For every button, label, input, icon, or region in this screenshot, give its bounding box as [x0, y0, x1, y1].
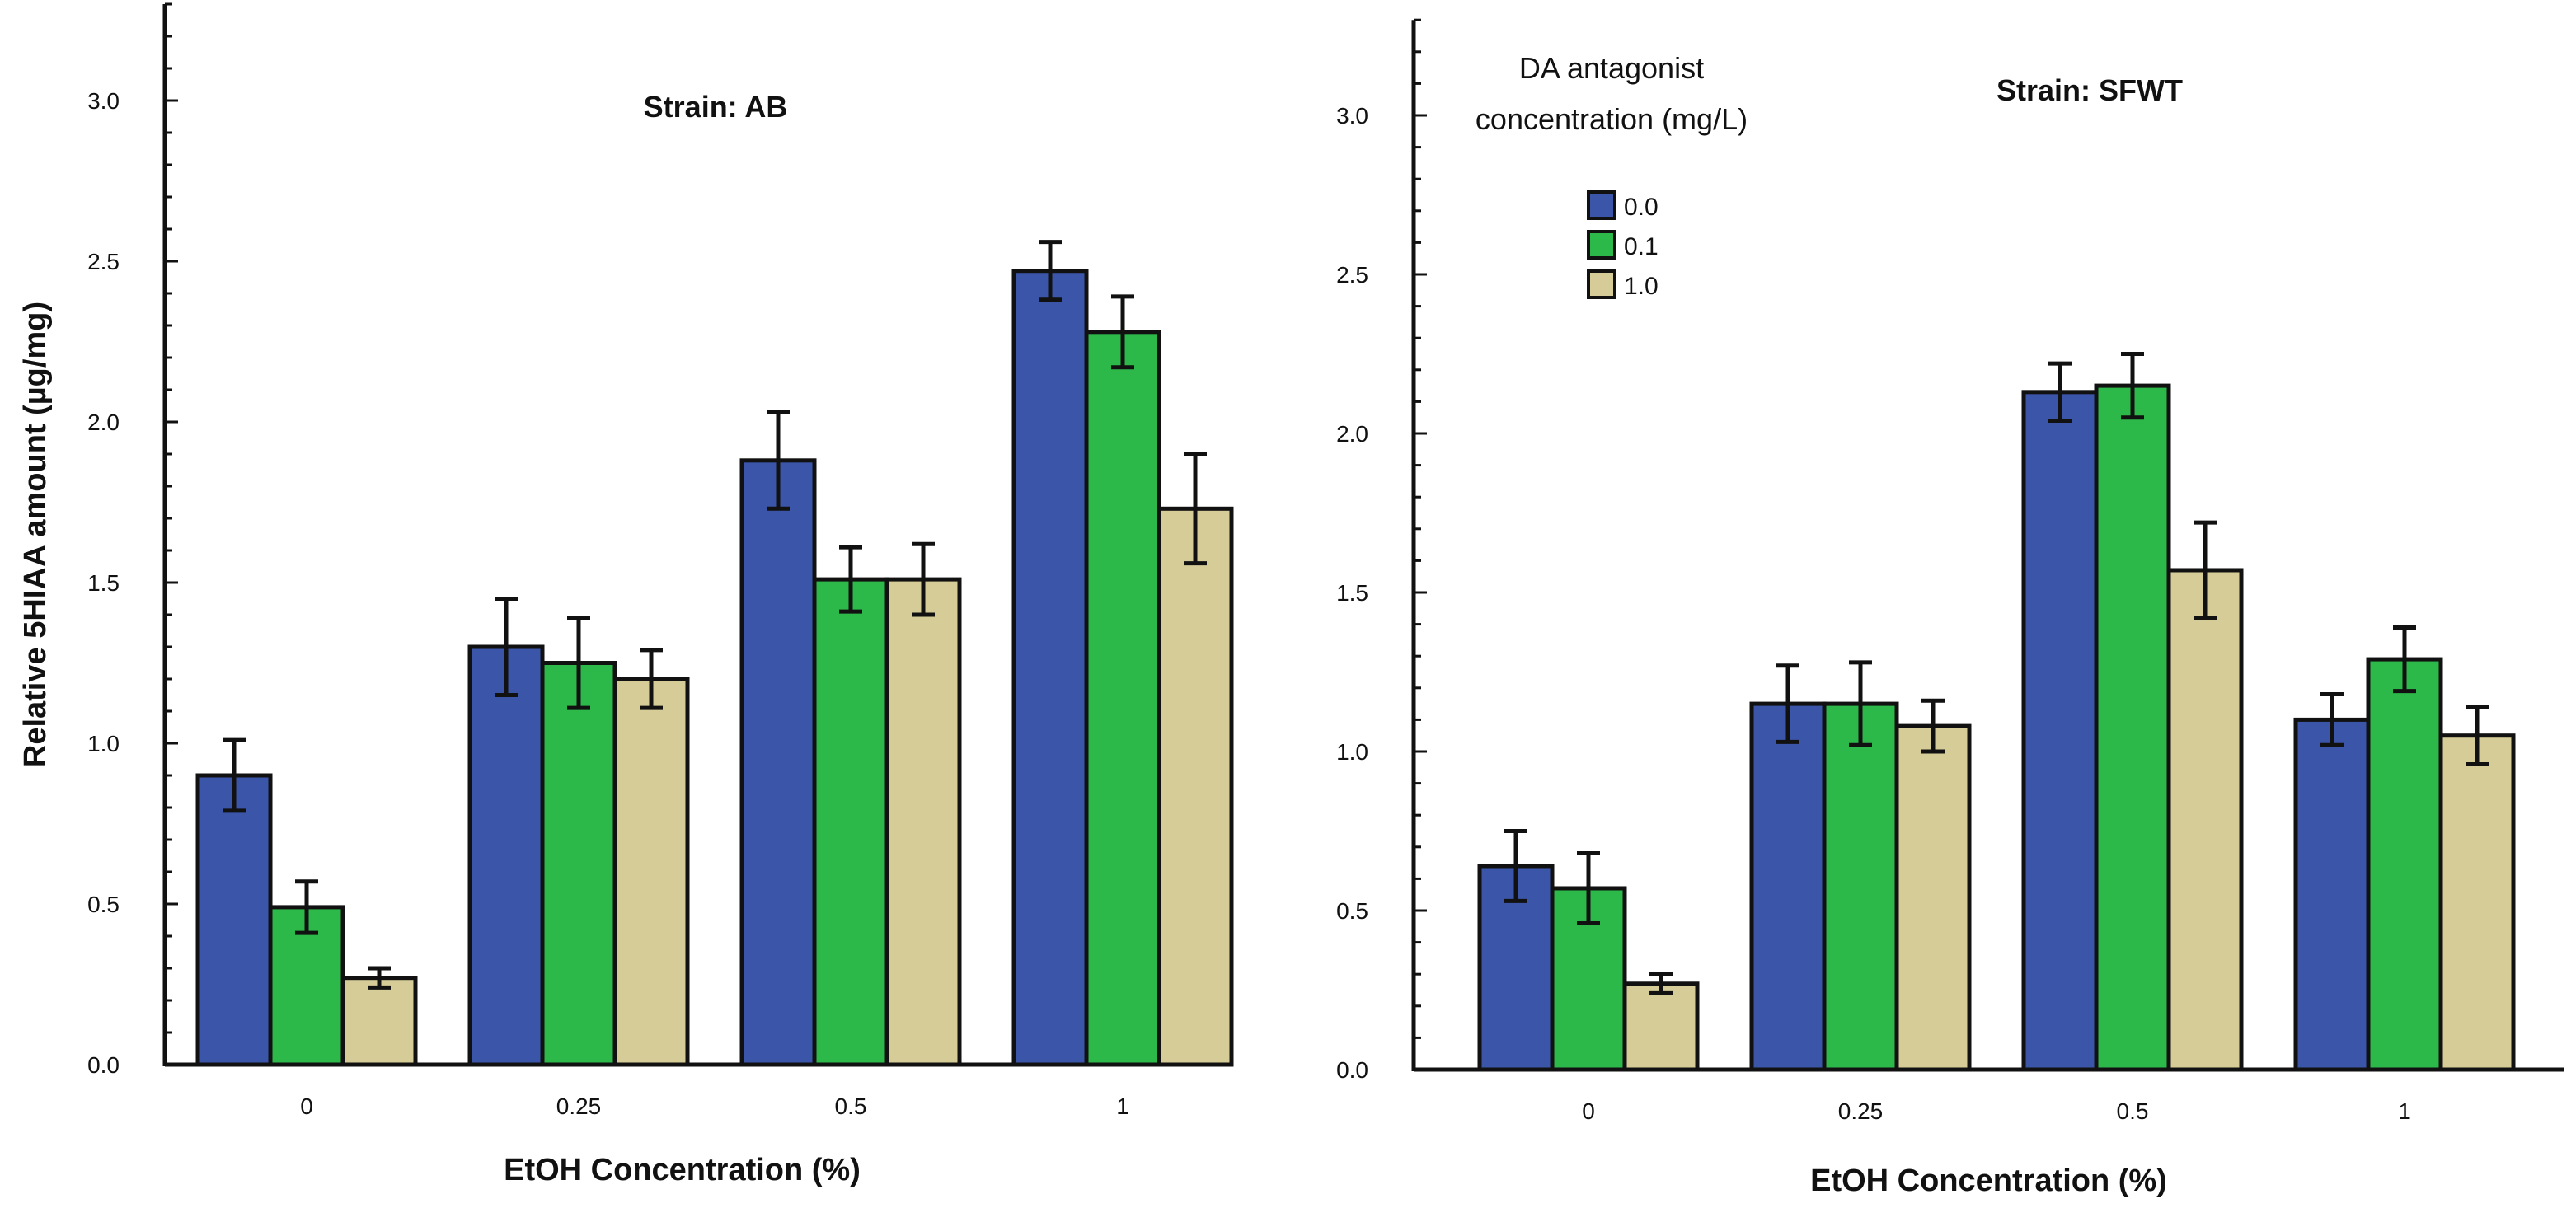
- y-tick-label: 0.5: [87, 892, 120, 917]
- bar-1-series-0.1: [2366, 657, 2443, 1072]
- y-tick-label: 3.0: [87, 88, 120, 114]
- y-tick-label: 1.0: [87, 731, 120, 756]
- y-tick-label: 0.0: [1336, 1057, 1368, 1083]
- y-tick-label: 0.0: [87, 1052, 120, 1078]
- x-tick-label: 1: [2398, 1098, 2411, 1124]
- legend-label-0.1: 0.1: [1624, 233, 1659, 260]
- legend-swatch-0.1: [1587, 230, 1616, 260]
- y-tick-label: 1.5: [1336, 580, 1368, 606]
- bar-0.5-series-1.0: [884, 577, 962, 1067]
- x-axis-title: EtOH Concentration (%): [504, 1153, 861, 1187]
- bar-1-series-1.0: [1157, 506, 1234, 1067]
- panel-title: Strain: AB: [644, 90, 788, 124]
- y-tick-label: 2.0: [1336, 421, 1368, 447]
- bar-0.25-series-0.1: [540, 661, 617, 1067]
- bar-0.25-series-0.0: [467, 644, 545, 1067]
- chart-panel-sfwt: 0.0 0.5 1.0 1.5 2.0 2.5 3.0 0 0.25 0.5 1 Strain: SF…: [1336, 18, 2564, 1198]
- y-tick-label: 2.0: [87, 410, 120, 435]
- bar-0.5-series-0.0: [739, 458, 817, 1067]
- legend-title-line-2: concentration (mg/L): [1476, 102, 1748, 136]
- y-tick-label: 1.5: [87, 570, 120, 596]
- x-axis-title: EtOH Concentration (%): [1810, 1163, 2167, 1198]
- bar-0.5-series-0.1: [2094, 383, 2171, 1072]
- y-tick-label: 3.0: [1336, 103, 1368, 129]
- bar-0.25-series-1.0: [1894, 723, 1972, 1072]
- x-tick-label: 0.25: [556, 1093, 602, 1119]
- bar-0-series-1.0: [340, 976, 418, 1067]
- legend-label-1.0: 1.0: [1624, 273, 1659, 300]
- legend-swatch-1.0: [1587, 269, 1616, 299]
- legend-title-line-1: DA antagonist: [1519, 51, 1704, 85]
- y-tick-label: 2.5: [87, 249, 120, 274]
- x-tick-label: 0: [1582, 1098, 1595, 1124]
- chart-panel-ab: 0.0 0.5 1.0 1.5 2.0 2.5 3.0 0 0.25 0.5 1 Strain: AB…: [18, 2, 1234, 1187]
- legend: DA antagonist concentration (mg/L) 0.0 0.…: [1476, 51, 1748, 300]
- bar-1-series-0.0: [2293, 717, 2371, 1072]
- bar-0.25-series-0.0: [1749, 701, 1827, 1072]
- legend-swatch-0.0: [1587, 190, 1616, 220]
- bar-0-series-0.0: [195, 773, 273, 1067]
- bar-0.25-series-1.0: [612, 677, 690, 1067]
- y-tick-label: 2.5: [1336, 262, 1368, 288]
- bar-0-series-1.0: [1622, 981, 1700, 1072]
- bar-1-series-0.1: [1084, 330, 1161, 1067]
- x-tick-label: 1: [1116, 1093, 1129, 1119]
- y-tick-label: 1.0: [1336, 739, 1368, 765]
- panel-title: Strain: SFWT: [1997, 73, 2183, 107]
- bar-1-series-1.0: [2438, 733, 2516, 1072]
- x-tick-label: 0: [300, 1093, 313, 1119]
- bar-1-series-0.0: [1011, 269, 1089, 1067]
- y-tick-label: 0.5: [1336, 898, 1368, 924]
- x-tick-label: 0.5: [2117, 1098, 2149, 1124]
- x-tick-label: 0.25: [1838, 1098, 1884, 1124]
- bar-0.5-series-0.1: [812, 577, 889, 1067]
- legend-label-0.0: 0.0: [1624, 194, 1659, 221]
- bar-0-series-0.1: [1550, 886, 1627, 1072]
- bar-0.25-series-0.1: [1822, 701, 1899, 1072]
- x-tick-label: 0.5: [835, 1093, 867, 1119]
- bar-0.5-series-0.0: [2021, 390, 2099, 1072]
- bar-0.5-series-1.0: [2166, 568, 2244, 1072]
- y-axis-title: Relative 5HIAA amount (µg/mg): [18, 302, 53, 767]
